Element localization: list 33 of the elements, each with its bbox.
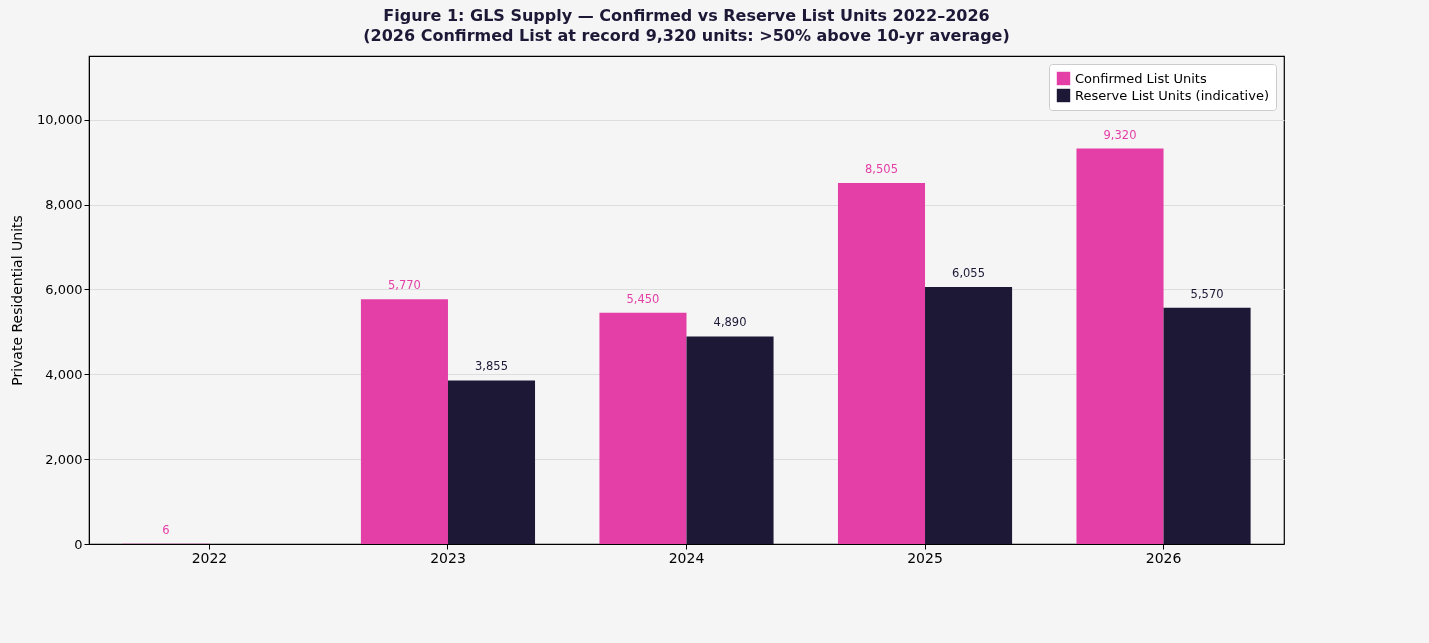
y-axis-title: Private Residential Units xyxy=(9,215,26,386)
bar xyxy=(1076,148,1164,544)
legend-label: Confirmed List Units xyxy=(1075,70,1207,86)
x-tick-label: 2026 xyxy=(1145,549,1182,566)
x-tick-label: 2024 xyxy=(668,549,705,566)
legend-label: Reserve List Units (indicative) xyxy=(1075,87,1269,103)
y-tick-label: 8,000 xyxy=(45,197,83,213)
data-label: 6 xyxy=(162,522,170,537)
data-label: 6,055 xyxy=(952,266,986,281)
x-tick-label: 2025 xyxy=(907,549,943,566)
chart-subtitle: (2026 Confirmed List at record 9,320 units: >50% above 10-yr average) xyxy=(363,26,1010,45)
data-label: 4,890 xyxy=(713,315,747,330)
y-tick-label: 10,000 xyxy=(37,112,83,128)
y-tick-label: 6,000 xyxy=(45,281,83,297)
y-tick-label: 4,000 xyxy=(45,366,83,382)
data-label: 9,320 xyxy=(1103,127,1137,142)
bar xyxy=(925,287,1013,544)
x-tick-label: 2023 xyxy=(430,549,466,566)
bar xyxy=(599,312,687,544)
y-tick-label: 0 xyxy=(74,536,83,552)
bar xyxy=(447,380,536,544)
data-label: 5,570 xyxy=(1190,286,1224,301)
x-tick-label: 2022 xyxy=(191,549,228,566)
y-tick-label: 2,000 xyxy=(45,451,83,467)
data-label: 5,450 xyxy=(626,291,660,306)
bar xyxy=(837,183,926,544)
chart-title: Figure 1: GLS Supply — Confirmed vs Reserve List Units 2022–2026 xyxy=(383,6,990,25)
data-label: 5,770 xyxy=(387,278,421,293)
bar xyxy=(360,299,448,544)
data-label: 3,855 xyxy=(475,359,508,374)
bar xyxy=(1163,307,1251,544)
bar xyxy=(686,336,774,544)
data-label: 8,505 xyxy=(865,162,898,177)
